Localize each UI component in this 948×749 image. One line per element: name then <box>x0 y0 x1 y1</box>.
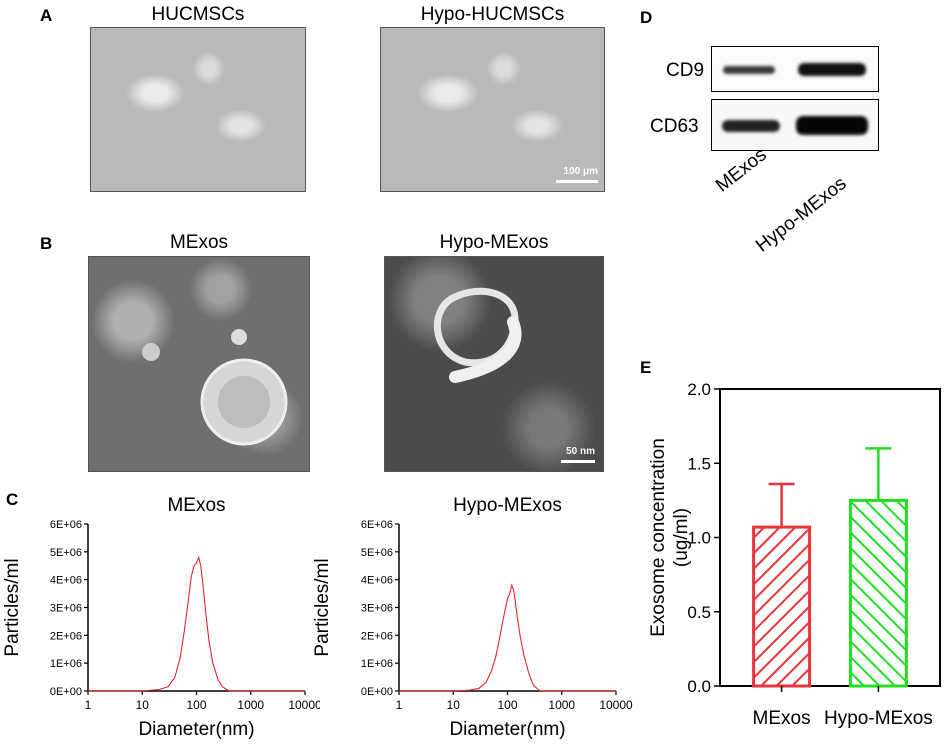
c-right-x-tick-label: 100 <box>497 698 517 712</box>
c-right-y-tick-label: 4E+06 <box>361 575 393 587</box>
e-y-tick-label: 1.0 <box>687 529 711 548</box>
panel-label-c: C <box>6 490 19 509</box>
cd9-band-mexos <box>723 66 775 74</box>
size-distribution-chart-mexos: MExos 0E+00 1E+06 2E+06 3E+06 4E+06 5E+06 6E+06… <box>2 495 320 740</box>
c-right-y-tick-label: 0E+00 <box>361 686 393 698</box>
scale-bar-a <box>556 180 598 183</box>
c-left-title: MExos <box>167 495 225 516</box>
hucmsc-micrograph <box>90 27 306 192</box>
scale-label-b: 50 nm <box>566 446 595 457</box>
c-left-y-tick-label: 4E+06 <box>50 575 82 587</box>
panel-b-left-title: MExos <box>169 232 229 253</box>
c-right-x-tick-label: 1 <box>396 698 403 712</box>
panel-b-right-title: Hypo-MExos <box>439 232 549 253</box>
panel-label-a: A <box>40 6 53 25</box>
e-bar <box>848 498 908 688</box>
c-right-x-tick-label: 1000 <box>548 698 575 712</box>
c-left-y-tick-label: 2E+06 <box>50 630 82 642</box>
c-left-y-tick-label: 0E+00 <box>50 686 82 698</box>
e-y-tick-label: 2.0 <box>687 380 711 399</box>
c-left-y-tick-label: 5E+06 <box>50 547 82 559</box>
blot-cd63 <box>711 99 879 151</box>
c-right-series-line <box>399 583 616 692</box>
c-right-y-tick-label: 2E+06 <box>361 630 393 642</box>
hypo-hucmsc-micrograph: 100 μm <box>380 27 605 192</box>
c-left-x-tick-label: 1 <box>85 698 92 712</box>
panel-label-e: E <box>640 358 652 377</box>
cd63-band-mexos <box>722 120 780 132</box>
blot-lane-label-mexos: MExos <box>712 144 771 197</box>
c-right-y-tick-label: 3E+06 <box>361 603 393 615</box>
blot-cd9 <box>711 46 879 92</box>
panel-label-b: B <box>40 234 53 253</box>
c-right-title: Hypo-MExos <box>453 495 562 516</box>
c-left-y-label: Particles/ml <box>2 558 23 656</box>
c-left-x-tick-label: 10000 <box>288 698 320 712</box>
c-right-x-tick-label: 10 <box>447 698 461 712</box>
c-right-y-label: Particles/ml <box>312 558 333 656</box>
e-category-label: MExos <box>753 708 811 729</box>
mexos-tem-image <box>88 256 310 472</box>
c-right-y-tick-label: 6E+06 <box>361 519 393 531</box>
e-bar <box>752 525 812 688</box>
c-left-x-tick-label: 1000 <box>237 698 264 712</box>
c-left-x-label: Diameter(nm) <box>138 719 254 740</box>
hypo-mexos-vesicle-shape <box>433 287 522 383</box>
e-y-tick-label: 0.0 <box>687 677 711 696</box>
c-left-y-tick-label: 6E+06 <box>50 519 82 531</box>
c-left-y-tick-label: 3E+06 <box>50 603 82 615</box>
c-left-series-line <box>88 555 305 692</box>
c-left-x-tick-label: 10 <box>136 698 150 712</box>
size-distribution-chart-hypo-mexos: Hypo-MExos 0E+00 1E+06 2E+06 3E+06 4E+06 5E+06… <box>312 495 633 740</box>
c-right-x-tick-label: 10000 <box>599 698 633 712</box>
hypo-mexos-tem-image: 50 nm <box>384 256 604 472</box>
exosome-concentration-chart: 0.0 0.5 1.0 1.5 2.0 MExos Hypo-MExos Exosome co… <box>648 380 941 729</box>
e-y-label: Exosome concentration (ug/ml) <box>648 438 692 637</box>
panel-a-left-title: HUCMSCs <box>151 4 245 25</box>
c-right-x-label: Diameter(nm) <box>449 719 565 740</box>
c-right-y-tick-label: 5E+06 <box>361 547 393 559</box>
scale-label-a: 100 μm <box>563 166 598 177</box>
blot-row-label-cd63: CD63 <box>650 116 699 137</box>
e-y-tick-label: 1.5 <box>687 454 711 473</box>
cd9-band-hypo-mexos <box>798 63 866 76</box>
blot-lane-label-hypo-mexos: Hypo-MExos <box>752 173 851 257</box>
e-category-label: Hypo-MExos <box>824 708 933 729</box>
c-left-x-tick-label: 100 <box>186 698 206 712</box>
e-y-tick-label: 0.5 <box>687 603 711 622</box>
cd63-band-hypo-mexos <box>796 116 868 135</box>
panel-a-right-title: Hypo-HUCMSCs <box>420 4 565 25</box>
panel-label-d: D <box>640 8 653 27</box>
mexos-vesicle-shape <box>142 329 288 446</box>
blot-row-label-cd9: CD9 <box>666 60 705 81</box>
c-left-y-tick-label: 1E+06 <box>50 658 82 670</box>
c-right-y-tick-label: 1E+06 <box>361 658 393 670</box>
scale-bar-b <box>561 460 595 463</box>
